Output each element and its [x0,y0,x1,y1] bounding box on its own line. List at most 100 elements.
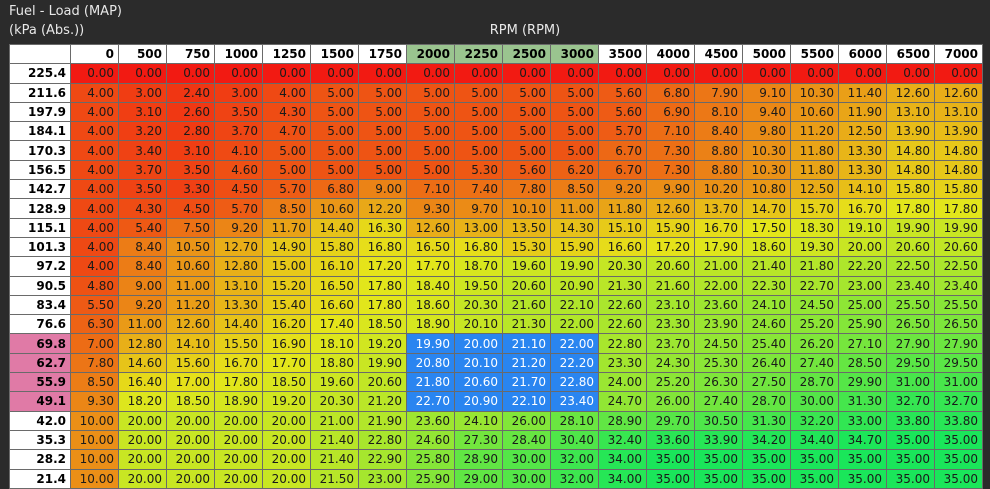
fuel-cell[interactable]: 19.60 [310,372,359,393]
fuel-cell[interactable]: 27.30 [454,429,503,451]
fuel-cell[interactable]: 24.30 [646,352,695,374]
fuel-cell[interactable]: 4.00 [70,179,119,200]
fuel-cell[interactable]: 9.20 [214,217,263,238]
fuel-cell[interactable]: 19.20 [262,391,311,412]
fuel-cell[interactable]: 12.60 [166,314,215,335]
rpm-header-cell[interactable]: 750 [166,43,215,65]
fuel-cell[interactable]: 21.10 [502,333,551,354]
rpm-header-cell[interactable]: 1000 [214,43,263,65]
fuel-cell[interactable]: 20.00 [166,410,215,431]
fuel-cell[interactable]: 5.00 [406,140,455,161]
fuel-cell[interactable]: 10.10 [502,198,551,219]
fuel-cell[interactable]: 10.50 [166,236,215,258]
fuel-cell[interactable]: 25.90 [406,468,455,489]
fuel-cell[interactable]: 20.60 [934,236,983,258]
fuel-cell[interactable]: 20.00 [166,449,215,470]
fuel-cell[interactable]: 23.40 [934,275,983,296]
fuel-cell[interactable]: 4.00 [70,121,119,142]
fuel-cell[interactable]: 28.50 [838,352,887,374]
fuel-cell[interactable]: 5.30 [454,159,503,181]
load-header-cell[interactable]: 197.9 [9,101,71,123]
fuel-cell[interactable]: 17.20 [646,236,695,258]
fuel-cell[interactable]: 14.70 [742,198,791,219]
fuel-cell[interactable]: 8.50 [550,179,599,200]
fuel-cell[interactable]: 21.30 [598,275,647,296]
fuel-cell[interactable]: 32.00 [550,449,599,470]
fuel-cell[interactable]: 0.00 [262,63,311,84]
fuel-cell[interactable]: 20.00 [262,468,311,489]
fuel-cell[interactable]: 0.00 [118,63,167,84]
fuel-cell[interactable]: 8.10 [694,101,743,123]
fuel-cell[interactable]: 15.90 [550,236,599,258]
fuel-cell[interactable]: 15.50 [214,333,263,354]
fuel-cell[interactable]: 14.30 [550,217,599,238]
fuel-cell[interactable]: 9.30 [70,391,119,412]
fuel-cell[interactable]: 8.40 [694,121,743,142]
fuel-cell[interactable]: 7.40 [454,179,503,200]
fuel-cell[interactable]: 13.30 [838,159,887,181]
fuel-cell[interactable]: 20.80 [406,352,455,374]
rpm-header-cell[interactable]: 4000 [646,43,695,65]
fuel-cell[interactable]: 27.10 [838,333,887,354]
fuel-cell[interactable]: 11.20 [166,294,215,316]
load-header-cell[interactable]: 21.4 [9,468,71,489]
fuel-cell[interactable]: 20.60 [502,275,551,296]
fuel-cell[interactable]: 22.70 [790,275,839,296]
load-header-cell[interactable]: 90.5 [9,275,71,296]
fuel-cell[interactable]: 21.90 [358,410,407,431]
fuel-cell[interactable]: 0.00 [742,63,791,84]
fuel-cell[interactable]: 5.00 [358,140,407,161]
load-header-cell[interactable]: 55.9 [9,372,71,393]
fuel-cell[interactable]: 5.00 [262,159,311,181]
fuel-cell[interactable]: 5.00 [502,82,551,103]
fuel-cell[interactable]: 0.00 [646,63,695,84]
fuel-cell[interactable]: 23.70 [646,333,695,354]
fuel-cell[interactable]: 9.40 [742,101,791,123]
fuel-cell[interactable]: 3.70 [214,121,263,142]
fuel-cell[interactable]: 29.70 [646,410,695,431]
fuel-cell[interactable]: 22.20 [838,256,887,277]
rpm-header-cell[interactable]: 500 [118,43,167,65]
fuel-cell[interactable]: 3.00 [214,82,263,103]
fuel-cell[interactable]: 9.30 [406,198,455,219]
fuel-cell[interactable]: 13.30 [838,140,887,161]
fuel-cell[interactable]: 5.00 [454,140,503,161]
rpm-header-cell[interactable]: 2500 [502,43,551,65]
fuel-cell[interactable]: 7.30 [646,140,695,161]
fuel-cell[interactable]: 0.00 [70,63,119,84]
fuel-cell[interactable]: 10.30 [742,140,791,161]
fuel-cell[interactable]: 21.20 [358,391,407,412]
fuel-cell[interactable]: 18.90 [406,314,455,335]
fuel-cell[interactable]: 17.70 [406,256,455,277]
fuel-cell[interactable]: 28.90 [598,410,647,431]
rpm-header-cell[interactable]: 2250 [454,43,503,65]
fuel-cell[interactable]: 28.70 [790,372,839,393]
fuel-cell[interactable]: 10.30 [742,159,791,181]
fuel-cell[interactable]: 7.80 [70,352,119,374]
load-header-cell[interactable]: 49.1 [9,391,71,412]
fuel-cell[interactable]: 19.90 [358,352,407,374]
fuel-cell[interactable]: 4.50 [214,179,263,200]
fuel-cell[interactable]: 18.50 [166,391,215,412]
fuel-cell[interactable]: 18.60 [742,236,791,258]
fuel-cell[interactable]: 14.10 [166,333,215,354]
fuel-cell[interactable]: 24.10 [742,294,791,316]
fuel-cell[interactable]: 10.00 [70,410,119,431]
fuel-cell[interactable]: 12.80 [214,256,263,277]
fuel-cell[interactable]: 19.90 [550,256,599,277]
fuel-cell[interactable]: 25.20 [790,314,839,335]
fuel-cell[interactable]: 26.00 [502,410,551,431]
fuel-cell[interactable]: 15.90 [646,217,695,238]
fuel-cell[interactable]: 23.90 [694,314,743,335]
fuel-cell[interactable]: 4.00 [70,236,119,258]
fuel-cell[interactable]: 15.00 [262,256,311,277]
rpm-header-cell[interactable]: 1250 [262,43,311,65]
fuel-cell[interactable]: 3.40 [118,140,167,161]
rpm-header-cell[interactable]: 3000 [550,43,599,65]
fuel-cell[interactable]: 22.80 [358,429,407,451]
fuel-cell[interactable]: 3.30 [166,179,215,200]
fuel-cell[interactable]: 20.00 [118,449,167,470]
fuel-cell[interactable]: 4.10 [214,140,263,161]
fuel-cell[interactable]: 7.00 [70,333,119,354]
fuel-cell[interactable]: 23.60 [406,410,455,431]
